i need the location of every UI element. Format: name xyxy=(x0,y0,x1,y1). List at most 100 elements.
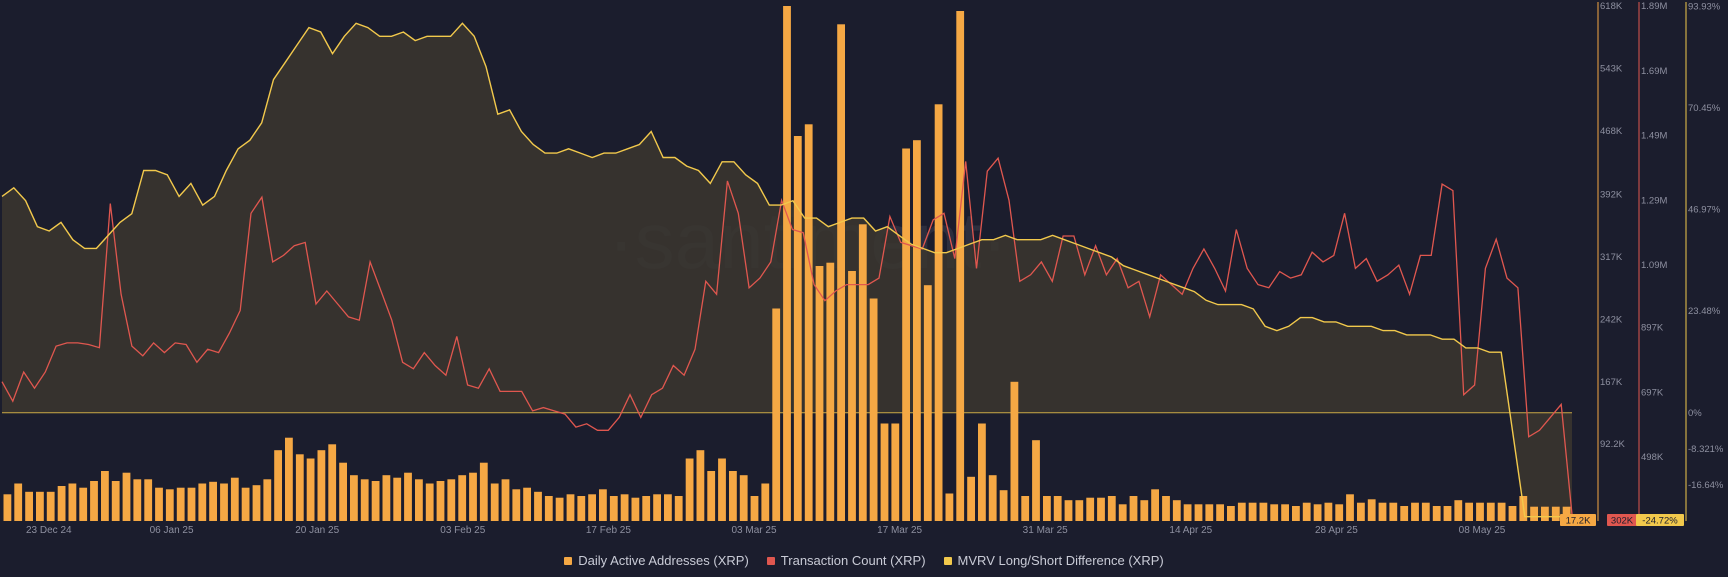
bar-active-addresses xyxy=(479,462,488,521)
bar-active-addresses xyxy=(880,423,889,521)
legend-label-active-addresses: Daily Active Addresses (XRP) xyxy=(578,553,749,568)
bar-active-addresses xyxy=(1476,502,1484,521)
bar-active-addresses xyxy=(664,494,672,521)
axis-mvrv-tick: 46.97% xyxy=(1688,205,1721,216)
bar-active-addresses xyxy=(1151,489,1159,521)
axis-active-addresses-tick: 618K xyxy=(1600,1,1623,12)
bar-active-addresses xyxy=(1454,500,1463,521)
bar-active-addresses xyxy=(577,496,586,521)
bar-active-addresses xyxy=(1129,496,1138,521)
bar-active-addresses xyxy=(360,479,369,521)
axis-active-addresses-current-badge xyxy=(1560,514,1596,526)
bar-active-addresses xyxy=(1086,497,1095,521)
x-tick-label: 20 Jan 25 xyxy=(295,525,339,536)
bar-active-addresses xyxy=(523,487,531,521)
bar-active-addresses xyxy=(90,481,98,521)
x-tick-label: 14 Apr 25 xyxy=(1169,525,1212,536)
x-tick-label: 03 Mar 25 xyxy=(731,525,776,536)
bar-active-addresses xyxy=(1118,504,1127,521)
axis-mvrv-tick: 70.45% xyxy=(1688,103,1721,114)
legend-item-active-addresses[interactable]: Daily Active Addresses (XRP) xyxy=(564,553,749,568)
bar-active-addresses xyxy=(241,487,250,521)
bar-active-addresses xyxy=(826,262,835,521)
bar-active-addresses xyxy=(512,489,521,521)
bar-active-addresses xyxy=(1335,504,1344,521)
bar-active-addresses xyxy=(1053,496,1062,521)
bar-active-addresses xyxy=(133,479,142,521)
axis-mvrv-tick: 93.93% xyxy=(1688,1,1721,12)
bar-active-addresses xyxy=(1032,440,1040,521)
bar-active-addresses xyxy=(1551,506,1560,521)
bar-active-addresses xyxy=(631,497,640,521)
bar-active-addresses xyxy=(1346,494,1354,521)
bar-active-addresses xyxy=(187,487,196,521)
x-tick-label: 17 Feb 25 xyxy=(586,525,631,536)
x-tick-label: 28 Apr 25 xyxy=(1315,525,1358,536)
bar-active-addresses xyxy=(967,476,975,521)
bar-active-addresses xyxy=(609,496,618,521)
bar-active-addresses xyxy=(566,494,575,521)
bar-active-addresses xyxy=(1107,496,1116,521)
bar-active-addresses xyxy=(869,298,878,521)
bar-active-addresses xyxy=(988,475,997,521)
bar-active-addresses xyxy=(317,450,326,521)
axis-transaction-count-tick: 697K xyxy=(1641,387,1664,398)
bar-active-addresses xyxy=(490,483,499,521)
bar-active-addresses xyxy=(902,148,910,521)
bar-active-addresses xyxy=(1064,500,1073,521)
bar-active-addresses xyxy=(252,485,261,521)
axis-active-addresses-tick: 92.2K xyxy=(1600,439,1625,450)
bar-active-addresses xyxy=(1530,506,1538,521)
bar-active-addresses xyxy=(858,224,867,522)
bar-active-addresses xyxy=(1205,504,1214,521)
bar-active-addresses xyxy=(1043,496,1051,521)
legend-label-transaction-count: Transaction Count (XRP) xyxy=(780,553,926,568)
bar-active-addresses xyxy=(328,444,337,521)
line-mvrv xyxy=(1,22,1573,521)
bar-active-addresses xyxy=(804,124,813,522)
bar-active-addresses xyxy=(285,437,293,521)
legend-item-transaction-count[interactable]: Transaction Count (XRP) xyxy=(766,553,926,568)
bar-active-addresses xyxy=(1227,506,1235,521)
bar-active-addresses xyxy=(783,6,791,521)
bar-active-addresses xyxy=(1324,502,1333,521)
bar-active-addresses xyxy=(79,487,88,521)
bar-active-addresses xyxy=(1508,506,1517,521)
axis-mvrv-current-label: -24.72% xyxy=(1642,516,1678,527)
legend-label-mvrv: MVRV Long/Short Difference (XRP) xyxy=(957,553,1164,568)
bar-active-addresses xyxy=(1367,499,1376,521)
x-tick-label: 23 Dec 24 xyxy=(26,525,72,536)
bar-active-addresses xyxy=(653,494,661,521)
bar-active-addresses xyxy=(1097,497,1105,521)
bar-active-addresses xyxy=(1313,504,1322,521)
bar-active-addresses xyxy=(436,481,445,521)
bar-active-addresses xyxy=(25,491,33,521)
bar-active-addresses xyxy=(750,496,759,521)
bar-active-addresses xyxy=(891,423,900,521)
legend-item-mvrv[interactable]: MVRV Long/Short Difference (XRP) xyxy=(943,553,1164,568)
bar-active-addresses xyxy=(1259,502,1268,521)
bar-active-addresses xyxy=(999,490,1008,521)
axis-transaction-count-current-badge xyxy=(1607,514,1637,526)
bar-active-addresses xyxy=(469,472,477,521)
bar-active-addresses xyxy=(68,483,77,521)
bar-active-addresses xyxy=(1248,502,1257,521)
axis-transaction-count-tick: 498K xyxy=(1641,452,1664,463)
x-tick-label: 17 Mar 25 xyxy=(877,525,922,536)
axis-active-addresses-current-label: 17.2K xyxy=(1566,516,1591,527)
bar-active-addresses xyxy=(371,481,380,521)
bar-active-addresses xyxy=(36,491,44,521)
x-tick-label: 03 Feb 25 xyxy=(440,525,485,536)
bar-active-addresses xyxy=(739,475,748,521)
bar-active-addresses xyxy=(1216,504,1224,521)
bar-active-addresses xyxy=(761,483,770,521)
bar-active-addresses xyxy=(393,477,402,521)
axis-active-addresses-tick: 317K xyxy=(1600,252,1623,263)
bar-active-addresses xyxy=(1400,506,1409,521)
legend-swatch-active-addresses xyxy=(564,556,573,565)
axis-active-addresses-tick: 167K xyxy=(1600,377,1623,388)
bar-active-addresses xyxy=(1432,506,1441,521)
bar-active-addresses xyxy=(46,491,55,521)
bar-active-addresses xyxy=(144,479,153,521)
axis-transaction-count-tick: 1.09M xyxy=(1641,260,1667,271)
